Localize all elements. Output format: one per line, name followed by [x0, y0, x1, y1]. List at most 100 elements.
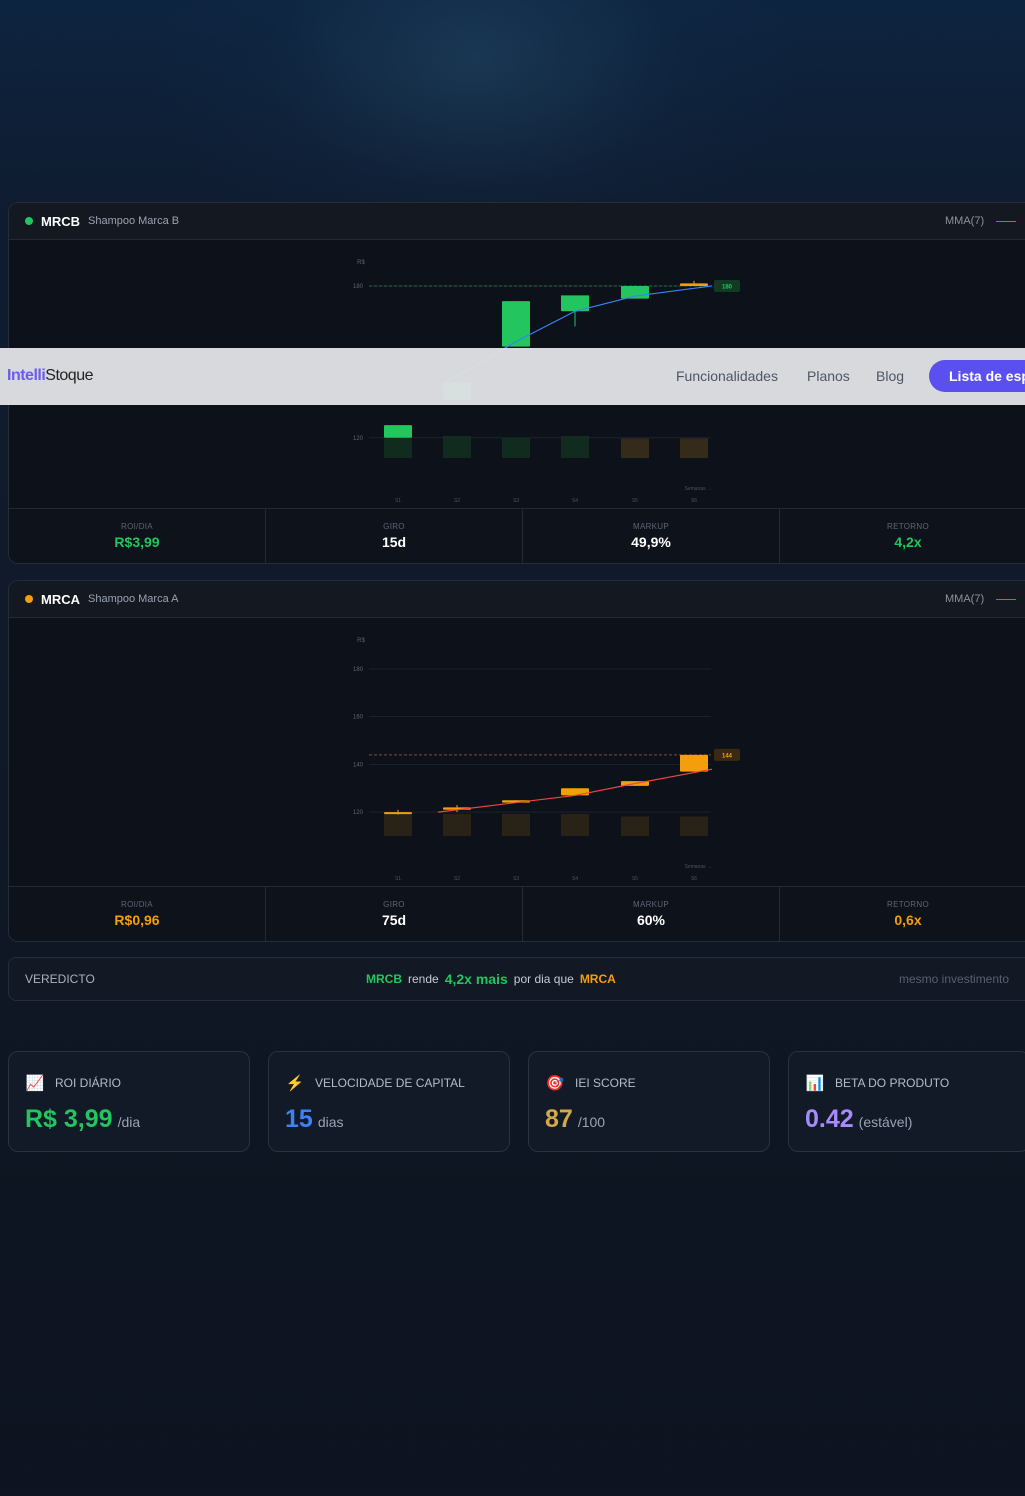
metric-giro: GIRO 75d	[266, 887, 523, 941]
x-axis-title: Semanas →	[684, 486, 712, 492]
metric-value: 75d	[381, 912, 407, 928]
last-price-label: 180	[722, 284, 733, 290]
volume-bar	[502, 813, 530, 836]
product-name: Shampoo Marca B	[88, 215, 180, 227]
nav-link-planos[interactable]: Planos	[807, 368, 850, 384]
bar-chart-icon: 📊	[805, 1075, 825, 1092]
logo-part-a: Intelli	[7, 367, 46, 384]
y-tick-label: 160	[353, 715, 364, 721]
card-title: 📊 BETA DO PRODUTO	[805, 1074, 950, 1092]
waitlist-button[interactable]: Lista de esp	[929, 360, 1025, 392]
ticker-symbol: MRCA	[41, 591, 80, 607]
card-value-suffix: /dia	[117, 1114, 141, 1130]
metric-label: ROI/DIA	[121, 900, 153, 909]
metric-label: RETORNO	[887, 522, 929, 531]
mma-label: MMA(7)	[945, 215, 985, 227]
top-navbar: IntelliStoque Funcionalidades Planos Blo…	[0, 348, 1025, 405]
x-tick-label: S5	[632, 498, 638, 504]
card-value-main: 15	[285, 1105, 313, 1133]
volume-bar	[384, 437, 412, 458]
card-title-text: BETA DO PRODUTO	[835, 1076, 950, 1090]
x-tick-label: S4	[572, 498, 578, 504]
volume-bar	[680, 816, 708, 836]
candle-body	[384, 425, 412, 438]
card-value-main: 87	[545, 1105, 573, 1133]
nav-link-blog[interactable]: Blog	[876, 368, 905, 384]
metric-value: R$3,99	[114, 534, 160, 550]
card-value: 87 /100	[545, 1105, 605, 1134]
logo-part-b: Stoque	[45, 367, 93, 384]
x-tick-label: S3	[513, 876, 519, 882]
card-value: 0.42 (estável)	[805, 1105, 912, 1134]
metric-retorno: RETORNO 0,6x	[780, 887, 1025, 941]
candle-body	[561, 296, 589, 312]
verdict-sentence: MRCB rende 4,2x mais por dia que MRCA	[366, 971, 616, 987]
mma-line-swatch	[996, 598, 1017, 600]
x-tick-label: S2	[454, 498, 460, 504]
verdict-text-1: rende	[408, 972, 439, 986]
card-title-text: IEI SCORE	[575, 1076, 636, 1090]
metric-value: 49,9%	[631, 534, 671, 550]
last-price-badge	[714, 748, 740, 761]
mma-label: MMA(7)	[945, 593, 985, 605]
nav-link-funcionalidades[interactable]: Funcionalidades	[676, 368, 778, 384]
y-tick-label: 180	[353, 667, 364, 673]
y-axis-title: R$	[357, 638, 365, 644]
card-value: 15 dias	[285, 1105, 344, 1134]
lightning-icon: ⚡	[285, 1075, 305, 1092]
panel-header: MRCA Shampoo Marca A MMA(7)	[9, 581, 1025, 618]
card-roi-diario: 📈 ROI DIÁRIO R$ 3,99 /dia	[8, 1051, 250, 1152]
card-value-suffix: dias	[317, 1114, 344, 1130]
metric-label: GIRO	[383, 522, 405, 531]
x-axis-title: Semanas →	[684, 864, 712, 870]
metric-value: R$0,96	[114, 912, 160, 928]
card-value-suffix: /100	[577, 1114, 606, 1130]
metric-label: ROI/DIA	[121, 522, 153, 531]
verdict-highlight: 4,2x mais	[444, 971, 508, 987]
x-tick-label: S4	[572, 876, 578, 882]
metric-label: GIRO	[383, 900, 405, 909]
candle-body	[621, 285, 649, 299]
x-tick-label: S6	[691, 876, 697, 882]
metric-label: MARKUP	[632, 900, 670, 909]
volume-bar	[443, 813, 471, 836]
candle-body	[384, 812, 412, 815]
x-tick-label: S3	[513, 498, 519, 504]
metrics-row: ROI/DIA R$3,99 GIRO 15d MARKUP 49,9% RET…	[9, 508, 1025, 563]
verdict-bar: VEREDICTO MRCB rende 4,2x mais por dia q…	[8, 957, 1025, 1001]
verdict-text-2: por dia que	[513, 972, 574, 986]
volume-bar	[621, 816, 649, 836]
metric-giro: GIRO 15d	[266, 509, 523, 563]
card-iei-score: 🎯 IEI SCORE 87 /100	[528, 1051, 770, 1152]
card-title: 📈 ROI DIÁRIO	[25, 1074, 121, 1092]
card-title: 🎯 IEI SCORE	[545, 1074, 636, 1092]
verdict-ticker-b: MRCA	[579, 972, 616, 986]
volume-bar	[502, 437, 530, 458]
card-value-main: R$ 3,99	[25, 1105, 113, 1133]
panel-header: MRCB Shampoo Marca B MMA(7)	[9, 203, 1025, 240]
mma-line-swatch	[996, 220, 1017, 222]
y-axis-title: R$	[357, 260, 365, 266]
card-title: ⚡ VELOCIDADE DE CAPITAL	[285, 1074, 465, 1092]
last-price-badge	[714, 279, 740, 292]
volume-bar	[621, 438, 649, 458]
product-name: Shampoo Marca A	[88, 593, 179, 605]
card-title-text: VELOCIDADE DE CAPITAL	[315, 1076, 465, 1090]
candlestick-chart: R$ 180 160 140 120 144 Semanas → S1 S2 S3 S4 S5 S6	[9, 618, 1025, 886]
card-value: R$ 3,99 /dia	[25, 1105, 140, 1134]
volume-bar	[384, 813, 412, 836]
ticker-symbol: MRCB	[41, 213, 80, 229]
volume-bar	[561, 813, 589, 836]
candle-body	[680, 754, 708, 772]
target-icon: 🎯	[545, 1075, 565, 1092]
metric-markup: MARKUP 49,9%	[523, 509, 780, 563]
brand-logo[interactable]: IntelliStoque	[7, 367, 93, 385]
mma-legend: MMA(7)	[945, 581, 1017, 617]
candle-body	[561, 788, 589, 796]
volume-bar	[680, 438, 708, 458]
chart-up-icon: 📈	[25, 1075, 45, 1092]
y-tick-label: 120	[353, 436, 364, 442]
verdict-note: mesmo investimento	[899, 972, 1010, 986]
metric-label: MARKUP	[632, 522, 670, 531]
chart-svg: R$ 180 160 140 120 144 Semanas → S1 S2 S3 S4 S5 S6	[353, 638, 740, 882]
